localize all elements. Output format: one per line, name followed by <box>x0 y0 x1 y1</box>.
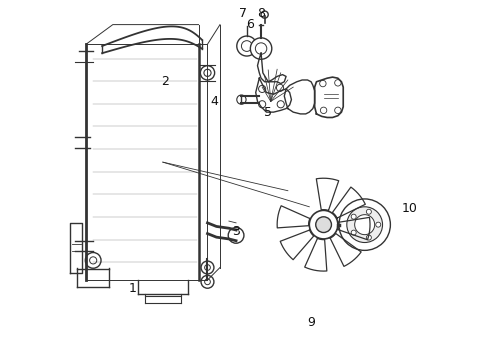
Circle shape <box>320 107 327 113</box>
Circle shape <box>316 217 331 233</box>
Circle shape <box>250 38 272 59</box>
Text: 3: 3 <box>232 225 240 238</box>
Circle shape <box>228 228 244 243</box>
Circle shape <box>335 107 341 113</box>
Circle shape <box>237 36 257 56</box>
Circle shape <box>259 85 266 93</box>
Circle shape <box>200 66 215 80</box>
Circle shape <box>351 230 356 235</box>
Circle shape <box>277 101 284 108</box>
Circle shape <box>355 215 375 235</box>
Circle shape <box>335 80 341 86</box>
Circle shape <box>201 275 214 288</box>
Circle shape <box>376 222 381 227</box>
Circle shape <box>276 84 284 91</box>
Circle shape <box>367 209 371 214</box>
Circle shape <box>347 207 383 243</box>
Text: 2: 2 <box>161 75 169 88</box>
Circle shape <box>259 101 266 108</box>
Text: 4: 4 <box>211 95 219 108</box>
Circle shape <box>339 199 391 250</box>
Text: 9: 9 <box>307 316 315 329</box>
Text: 5: 5 <box>264 105 272 119</box>
Circle shape <box>261 11 268 18</box>
Circle shape <box>237 95 246 104</box>
Circle shape <box>351 214 356 219</box>
Circle shape <box>367 235 371 240</box>
Circle shape <box>309 210 338 239</box>
Text: 6: 6 <box>246 18 254 31</box>
Text: 7: 7 <box>239 8 247 21</box>
Text: 8: 8 <box>257 8 265 21</box>
Circle shape <box>319 80 326 87</box>
Text: 1: 1 <box>128 283 136 296</box>
Circle shape <box>201 261 214 274</box>
Circle shape <box>85 252 101 268</box>
Text: 10: 10 <box>401 202 417 215</box>
